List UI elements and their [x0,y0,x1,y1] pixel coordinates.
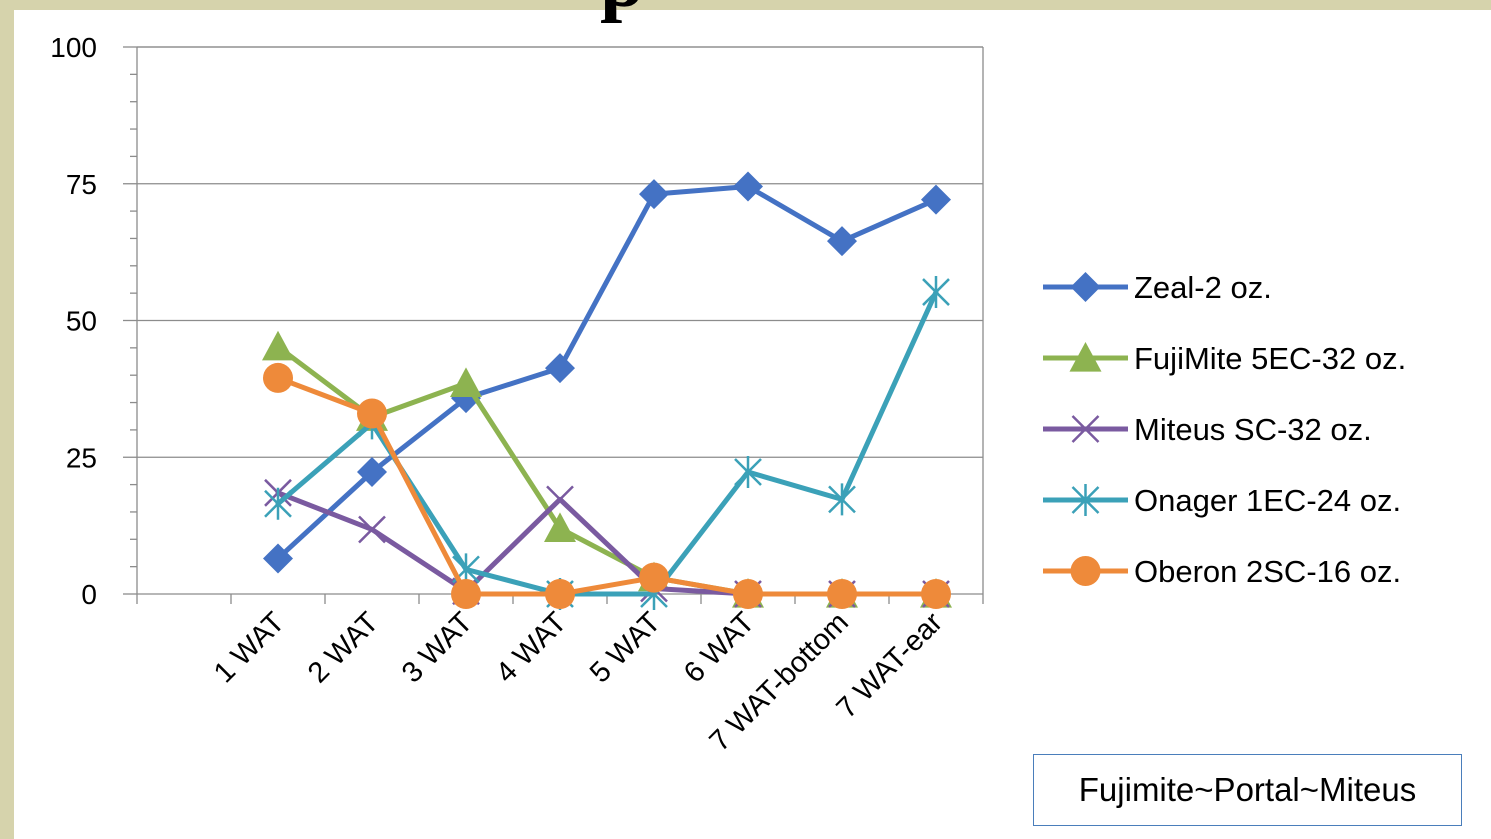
x-tick-label: 5 WAT [584,606,667,689]
legend: Zeal-2 oz. FujiMite 5EC-32 oz. Miteus SC-3… [1043,270,1406,589]
x-tick-label: 1 WAT [208,606,291,689]
diamond-marker [639,179,669,210]
circle-marker [827,579,857,609]
circle-marker [545,579,575,609]
y-tick-label: 100 [50,32,97,63]
slide-panel [14,10,1491,839]
diamond-marker [263,543,293,574]
x-tick-label: 6 WAT [678,606,761,689]
circle-marker [733,579,763,609]
x-tick-label: 3 WAT [396,606,479,689]
legend-label: Miteus SC-32 oz. [1134,412,1372,447]
star-marker [922,276,950,309]
circle-marker [263,362,293,393]
diamond-marker [357,457,387,488]
series-4 [264,276,950,610]
legend-entry: Miteus SC-32 oz. [1043,412,1372,447]
circle-marker [1070,556,1101,586]
triangle-marker [450,367,482,398]
series-line [275,490,939,597]
series-5 [263,362,951,609]
triangle-marker [1069,342,1102,372]
y-tick-label: 75 [66,169,97,200]
series-line [275,183,939,561]
x-tick-label: 2 WAT [302,606,385,689]
triangle-marker [544,512,576,542]
gridlines [137,46,983,458]
diamond-marker [921,184,951,215]
star-marker [828,483,856,516]
x-marker [546,485,574,514]
diamond-marker [827,226,857,257]
x-marker [358,515,386,544]
y-tick-label: 50 [66,306,97,337]
star-marker [1071,484,1100,516]
circle-marker [921,579,951,609]
legend-entry: Onager 1EC-24 oz. [1043,483,1401,518]
diamond-marker [545,353,575,384]
x-tick-label: 4 WAT [490,606,573,689]
triangle-marker [262,330,294,361]
legend-entry: Oberon 2SC-16 oz. [1043,554,1401,589]
circle-marker [357,398,387,429]
legend-entry: FujiMite 5EC-32 oz. [1043,341,1406,376]
x-marker [1071,415,1100,443]
note-box: Fujimite~Portal~Miteus [1033,754,1462,826]
series-lines [262,171,952,610]
circle-marker [639,562,669,593]
circle-marker [451,579,481,609]
legend-label: Onager 1EC-24 oz. [1134,483,1401,518]
legend-entry: Zeal-2 oz. [1043,270,1272,305]
y-tick-label: 0 [81,579,97,610]
y-tick-label: 25 [66,442,97,473]
series-line [275,375,939,597]
slide-title-fragment: p [600,0,645,20]
legend-label: FujiMite 5EC-32 oz. [1134,341,1406,376]
diamond-marker [733,171,763,202]
star-marker [264,487,292,520]
y-tick-labels: 0 25 50 75 100 [50,32,97,610]
legend-label: Zeal-2 oz. [1134,270,1272,305]
series-1 [263,171,951,574]
legend-label: Oberon 2SC-16 oz. [1134,554,1401,589]
star-marker [734,456,762,489]
diamond-marker [1070,272,1101,302]
series-line [275,289,939,597]
